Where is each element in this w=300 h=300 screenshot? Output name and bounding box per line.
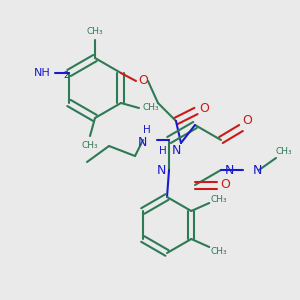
Text: N: N <box>171 145 181 158</box>
Text: N: N <box>138 136 147 148</box>
Text: CH₃: CH₃ <box>276 148 292 157</box>
Text: CH₃: CH₃ <box>211 247 228 256</box>
Text: CH₃: CH₃ <box>87 28 103 37</box>
Text: CH₃: CH₃ <box>143 103 159 112</box>
Text: CH₃: CH₃ <box>82 142 98 151</box>
Text: O: O <box>199 101 209 115</box>
Text: O: O <box>220 178 230 191</box>
Text: N: N <box>253 164 262 176</box>
Text: H: H <box>143 125 151 135</box>
Text: O: O <box>138 74 148 88</box>
Text: CH₃: CH₃ <box>211 194 228 203</box>
Text: 2: 2 <box>63 71 68 80</box>
Text: O: O <box>242 113 252 127</box>
Text: N: N <box>224 164 234 176</box>
Text: N: N <box>156 164 166 176</box>
Text: NH: NH <box>34 68 51 78</box>
Text: H: H <box>159 146 167 156</box>
